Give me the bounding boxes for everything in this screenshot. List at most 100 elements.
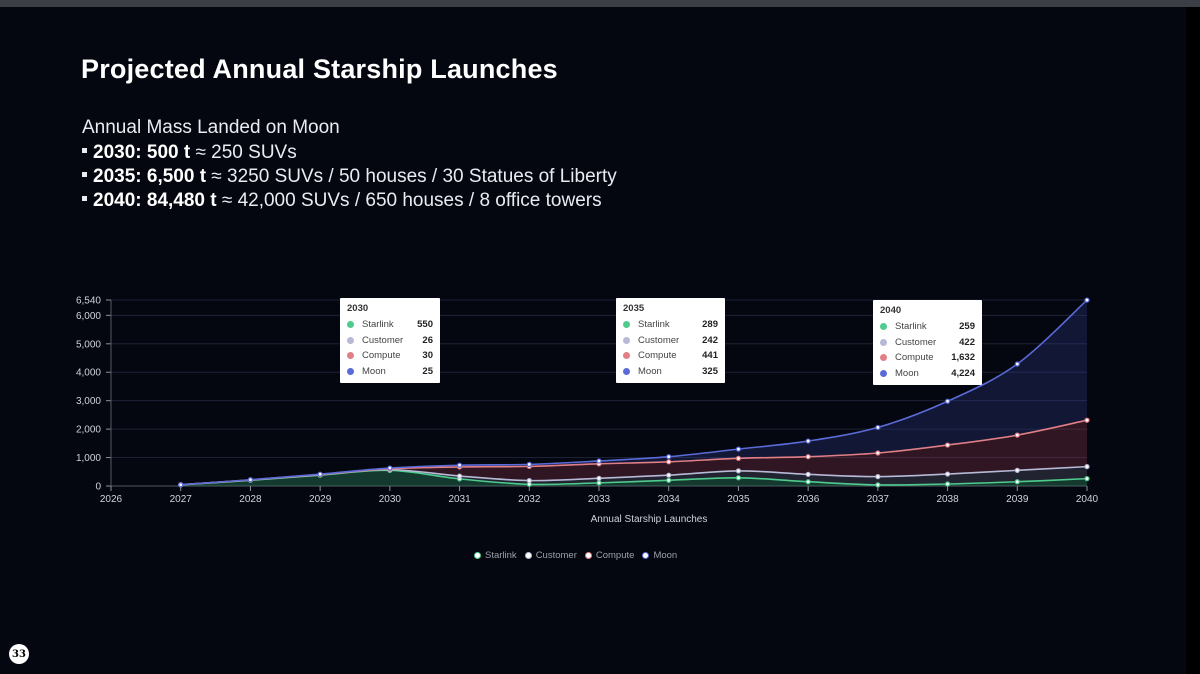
x-tick-label: 2033 xyxy=(588,494,611,505)
series-dot-icon xyxy=(623,321,630,329)
legend-label: Moon xyxy=(653,550,678,561)
tooltip-value: 325 xyxy=(702,365,718,377)
tooltip-value: 25 xyxy=(422,365,433,377)
y-tick-label: 2,000 xyxy=(76,425,101,436)
tooltip-row: Customer 26 xyxy=(347,333,433,349)
area-starlink xyxy=(180,470,1087,486)
tooltip-row: Moon 25 xyxy=(347,364,433,380)
tooltip-value: 259 xyxy=(959,321,975,333)
legend-marker-icon xyxy=(524,552,532,559)
point-moon-2033 xyxy=(596,458,602,464)
point-moon-2036 xyxy=(805,438,811,444)
point-starlink-2040 xyxy=(1084,476,1090,482)
series-dot-icon xyxy=(880,338,887,346)
tooltip-series-name: Moon xyxy=(895,367,919,379)
tooltip-series-name: Moon xyxy=(362,365,386,377)
series-dot-icon xyxy=(880,323,887,331)
point-starlink-2035 xyxy=(735,475,742,481)
point-customer-2038 xyxy=(944,471,951,477)
point-starlink-2036 xyxy=(805,479,811,485)
tooltip-value: 441 xyxy=(702,350,718,362)
point-compute-2038 xyxy=(944,442,951,448)
point-moon-2031 xyxy=(456,462,463,468)
point-customer-2033 xyxy=(596,475,602,481)
x-tick-label: 2038 xyxy=(936,494,959,505)
point-moon-2038 xyxy=(944,398,951,404)
y-tick-label: 3,000 xyxy=(76,396,101,407)
point-moon-2030 xyxy=(387,465,393,471)
series-dot-icon xyxy=(623,336,630,344)
legend-label: Customer xyxy=(535,550,577,561)
point-moon-2029 xyxy=(317,471,323,477)
point-moon-2027 xyxy=(178,482,184,488)
x-tick-label: 2031 xyxy=(448,494,471,505)
x-tick-label: 2027 xyxy=(170,494,193,505)
point-customer-2035 xyxy=(735,468,742,474)
point-moon-2034 xyxy=(666,454,672,460)
tooltip-row: Compute 30 xyxy=(347,348,433,364)
bullet-square-icon xyxy=(82,196,87,202)
bullet-text: ≈ 250 SUVs xyxy=(190,142,297,163)
tooltip-2030: 2030 Starlink 550 Customer 26 Compute 30 Moon 25 xyxy=(340,298,440,383)
point-starlink-2033 xyxy=(596,480,602,486)
tooltip-row: Starlink 550 xyxy=(347,317,433,333)
point-customer-2031 xyxy=(456,473,463,479)
legend-item-customer[interactable]: Customer xyxy=(524,550,577,561)
tooltip-row: Starlink 289 xyxy=(623,317,718,333)
bullet-2030: 2030: 500 t ≈ 250 SUVs xyxy=(82,141,617,165)
point-starlink-2039 xyxy=(1014,479,1020,485)
tooltip-row: Customer 422 xyxy=(880,335,975,351)
tooltip-series-name: Starlink xyxy=(362,319,394,331)
series-dot-icon xyxy=(347,352,354,360)
bullet-list: 2030: 500 t ≈ 250 SUVs 2035: 6,500 t ≈ 3… xyxy=(82,141,617,213)
bullet-square-icon xyxy=(82,148,87,154)
x-tick-label: 2029 xyxy=(309,494,332,505)
legend-item-moon[interactable]: Moon xyxy=(642,550,677,561)
x-tick-label: 2037 xyxy=(867,494,890,505)
x-tick-label: 2028 xyxy=(239,494,262,505)
window-right-edge xyxy=(1186,7,1200,674)
point-customer-2036 xyxy=(805,471,811,477)
tooltip-series-name: Compute xyxy=(638,350,677,362)
legend-label: Starlink xyxy=(485,550,517,561)
tooltip-value: 1,632 xyxy=(951,352,975,364)
x-tick-label: 2026 xyxy=(100,494,123,505)
tooltip-value: 242 xyxy=(702,334,718,346)
x-tick-label: 2036 xyxy=(797,494,820,505)
tooltip-row: Starlink 259 xyxy=(880,319,975,335)
tooltip-row: Compute 1,632 xyxy=(880,350,975,366)
legend-item-starlink[interactable]: Starlink xyxy=(474,550,517,561)
bullet-bold-text: 2035: 6,500 t xyxy=(93,166,207,187)
tooltip-series-name: Customer xyxy=(895,336,937,348)
tooltip-value: 422 xyxy=(959,336,975,348)
bullet-text: ≈ 3250 SUVs / 50 houses / 30 Statues of … xyxy=(206,166,617,187)
legend-label: Compute xyxy=(595,550,635,561)
point-moon-2039 xyxy=(1014,361,1020,367)
tooltip-series-name: Starlink xyxy=(895,321,927,333)
legend-marker-icon xyxy=(642,552,650,559)
point-compute-2036 xyxy=(805,454,811,460)
point-compute-2040 xyxy=(1084,417,1090,423)
legend-marker-icon xyxy=(474,552,481,559)
chart-legend: Starlink Customer Compute Moon xyxy=(474,550,677,561)
x-axis-title: Annual Starship Launches xyxy=(591,514,708,525)
tooltip-row: Moon 4,224 xyxy=(880,366,975,382)
point-moon-2032 xyxy=(526,461,532,467)
x-tick-label: 2030 xyxy=(379,494,402,505)
point-starlink-2038 xyxy=(944,481,951,487)
tooltip-row: Customer 242 xyxy=(623,333,718,349)
point-starlink-2037 xyxy=(875,482,881,488)
y-tick-label: 5,000 xyxy=(76,339,101,350)
tooltip-series-name: Compute xyxy=(362,350,401,362)
point-compute-2037 xyxy=(875,450,881,456)
page-number-badge: 33 xyxy=(9,644,29,664)
tooltip-row: Compute 441 xyxy=(623,348,718,364)
tooltip-value: 4,224 xyxy=(951,367,975,379)
legend-item-compute[interactable]: Compute xyxy=(584,550,635,561)
point-moon-2037 xyxy=(875,424,881,431)
area-moon xyxy=(180,300,1087,485)
tooltip-year: 2040 xyxy=(880,305,902,316)
tooltip-year: 2035 xyxy=(623,303,645,314)
point-customer-2040 xyxy=(1084,464,1090,470)
tooltip-2035: 2035 Starlink 289 Customer 242 Compute 441 Moon… xyxy=(616,298,725,383)
